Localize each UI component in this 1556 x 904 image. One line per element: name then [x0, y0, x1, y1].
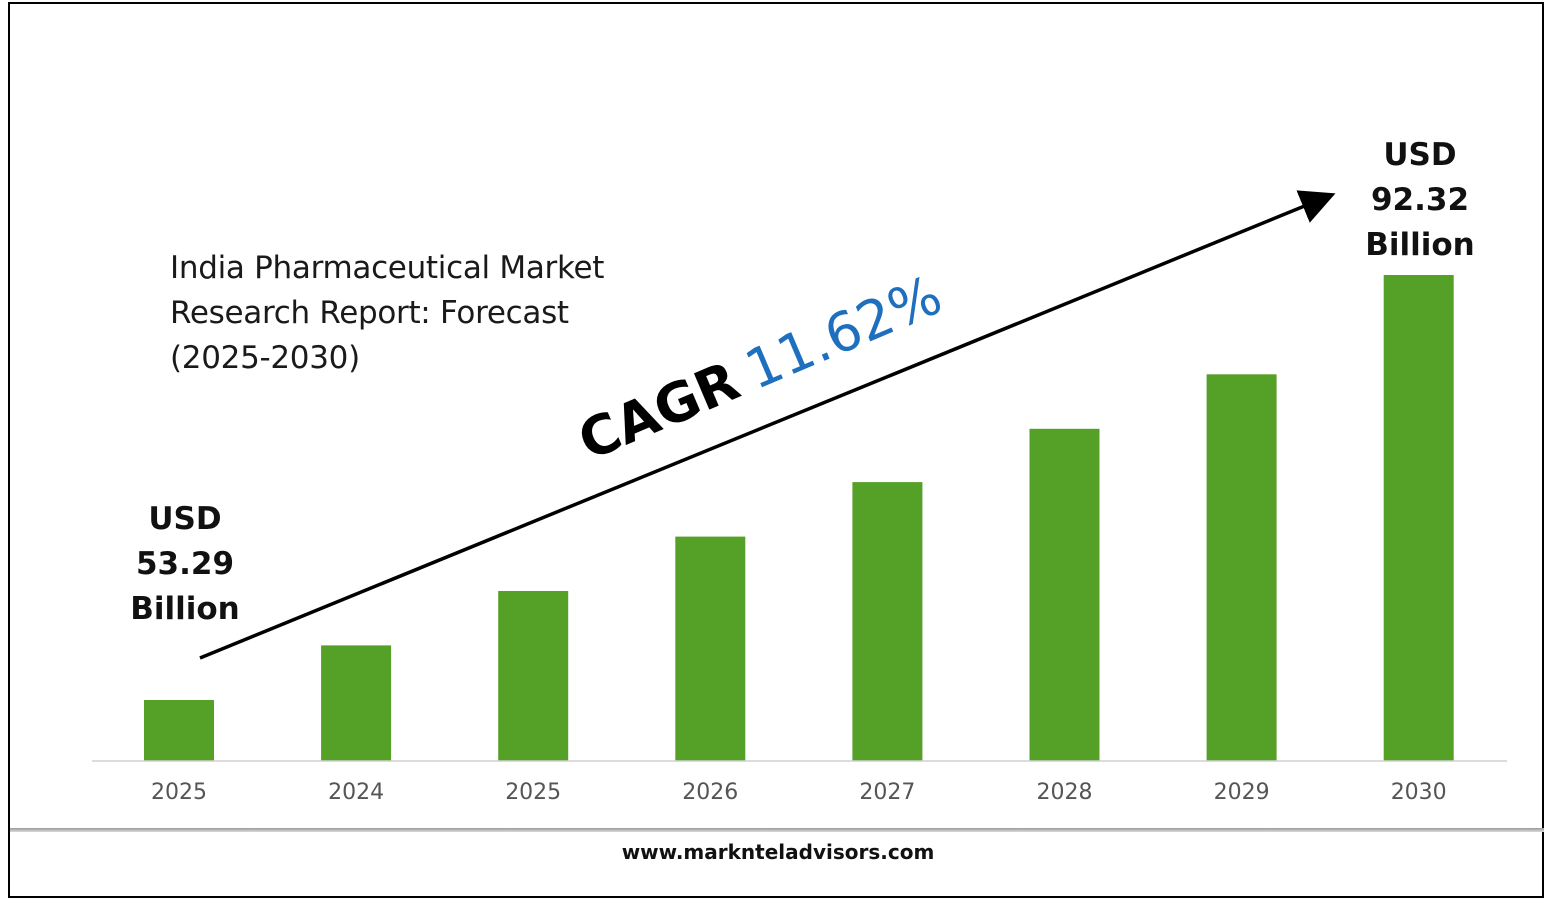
start-value-currency: USD	[148, 501, 222, 537]
x-tick-label-7: 2030	[1391, 780, 1447, 805]
end-value-unit: Billion	[1365, 227, 1475, 263]
bar-2030-7	[1383, 275, 1454, 761]
x-tick-labels: 2025 2024 2025 2026 2027 2028 2029 2030	[151, 780, 1447, 805]
bar-2024-1	[321, 645, 392, 761]
bar-2027-4	[852, 482, 923, 761]
bar-2029-6	[1206, 374, 1277, 761]
bar-2028-5	[1029, 428, 1100, 761]
website-link[interactable]: www.marknteladvisors.com	[621, 840, 935, 864]
start-value-unit: Billion	[130, 591, 240, 627]
end-value-label: USD 92.32 Billion	[1320, 133, 1520, 268]
x-tick-label-6: 2029	[1214, 780, 1270, 805]
end-value-currency: USD	[1383, 137, 1457, 173]
chart-title: India Pharmaceutical Market Research Rep…	[170, 250, 605, 376]
x-tick-label-4: 2027	[859, 780, 915, 805]
x-tick-label-0: 2025	[151, 780, 207, 805]
x-tick-label-2: 2025	[505, 780, 561, 805]
footer-divider	[10, 828, 1544, 832]
start-value-amount: 53.29	[135, 546, 235, 582]
bar-2025-2	[498, 591, 569, 761]
x-tick-label-3: 2026	[682, 780, 738, 805]
bar-2026-3	[675, 536, 746, 761]
x-tick-label-5: 2028	[1037, 780, 1093, 805]
x-tick-label-1: 2024	[328, 780, 384, 805]
bars-group	[144, 275, 1454, 761]
cagr-trend-arrow	[199, 190, 1336, 660]
chart-frame	[8, 2, 1544, 898]
start-value-label: USD 53.29 Billion	[85, 497, 285, 632]
bar-2025-0	[144, 700, 214, 761]
end-value-amount: 92.32	[1370, 182, 1470, 218]
